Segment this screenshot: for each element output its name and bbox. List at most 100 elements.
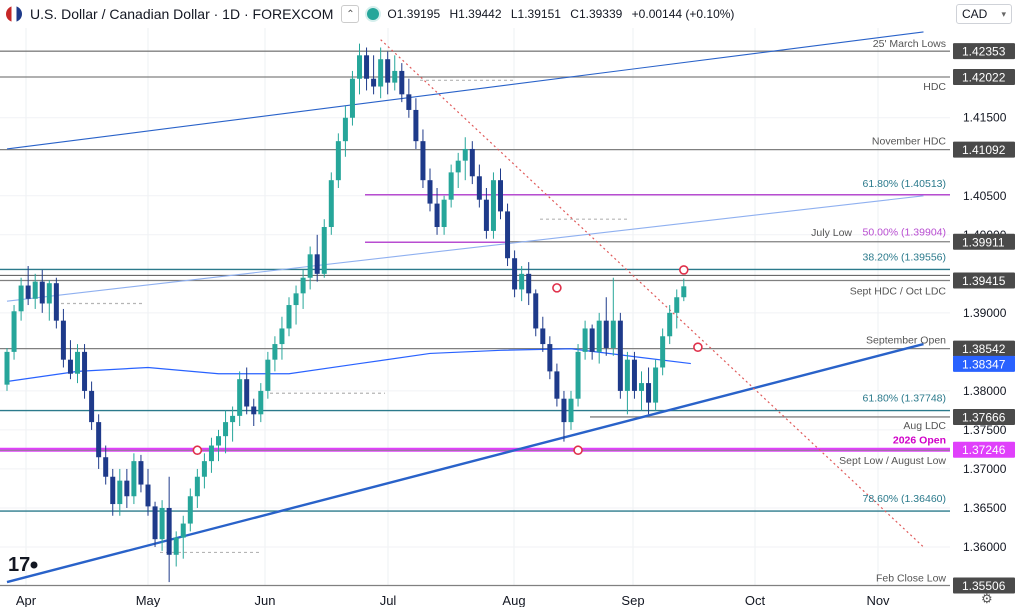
candle xyxy=(427,168,433,212)
level-label: 2026 Open xyxy=(893,435,946,447)
candle xyxy=(455,152,461,188)
candle xyxy=(145,468,151,516)
candle xyxy=(364,47,370,91)
month-label: Jul xyxy=(380,593,397,607)
candle-body xyxy=(378,59,384,87)
price-axis: 1.415001.405001.400001.390001.380001.375… xyxy=(952,28,1017,594)
candle-body xyxy=(498,180,503,212)
candle-body xyxy=(603,320,609,348)
candle xyxy=(610,277,616,356)
candle-body xyxy=(251,406,257,415)
price-tag-label: 1.35506 xyxy=(962,579,1006,593)
trendline-upper-blue-channel xyxy=(6,31,924,150)
candle xyxy=(624,351,630,415)
candle-body xyxy=(681,286,687,298)
candle-body xyxy=(265,359,271,391)
candle xyxy=(138,454,144,493)
level-label: HDC xyxy=(923,81,946,93)
market-status-icon xyxy=(367,8,380,20)
candle-body xyxy=(39,281,45,304)
candle xyxy=(159,500,165,551)
candle-body xyxy=(660,336,666,368)
candle xyxy=(187,488,193,532)
candle-body xyxy=(187,496,193,524)
moving-average xyxy=(6,348,691,383)
candle-body xyxy=(385,59,391,83)
level-label: 61.80% (1.40513) xyxy=(863,178,946,190)
chevron-up-icon[interactable]: ⌃ xyxy=(341,5,360,23)
month-label: Aug xyxy=(502,593,525,607)
candle-body xyxy=(653,367,659,403)
candle xyxy=(237,371,243,427)
candle-body xyxy=(173,537,179,555)
candle xyxy=(617,312,623,399)
currency-label: CAD xyxy=(962,7,988,21)
price-tick-label: 1.39000 xyxy=(963,306,1007,320)
trendline-red-dotted-resistance xyxy=(380,39,924,548)
month-label: May xyxy=(136,593,161,607)
candle xyxy=(194,468,200,508)
candle xyxy=(603,297,609,356)
change-value: +0.00144 (+0.10%) xyxy=(631,7,735,21)
candle xyxy=(420,129,426,188)
candle xyxy=(75,344,80,384)
candle-body xyxy=(624,359,630,391)
settings-gear-icon[interactable]: ⚙ xyxy=(981,591,993,606)
level-label: 78.60% (1.36460) xyxy=(863,493,946,505)
candle xyxy=(596,312,602,364)
candle xyxy=(476,164,482,208)
candle xyxy=(173,531,179,567)
candle xyxy=(660,328,666,376)
price-tag-label: 1.37666 xyxy=(962,410,1006,424)
candle-body xyxy=(4,351,10,385)
candle-body xyxy=(596,320,602,352)
candle xyxy=(378,47,384,99)
candle xyxy=(406,78,412,118)
candle xyxy=(540,316,546,352)
touch-marker xyxy=(678,265,689,275)
candle-body xyxy=(286,305,292,329)
candle-body xyxy=(667,312,673,337)
candle xyxy=(117,468,123,516)
candle-body xyxy=(646,383,652,403)
candle-body xyxy=(314,254,320,274)
candle xyxy=(589,324,595,360)
candle xyxy=(512,250,518,298)
candle-body xyxy=(82,351,88,391)
symbol-title[interactable]: U.S. Dollar / Canadian Dollar · 1D · FOR… xyxy=(30,6,334,22)
candle-body xyxy=(476,176,482,200)
candle-body xyxy=(490,180,496,231)
candle xyxy=(448,164,454,208)
touch-marker xyxy=(192,445,203,456)
candle-body xyxy=(413,109,419,142)
chart-header: U.S. Dollar / Canadian Dollar · 1D · FOR… xyxy=(0,0,950,28)
candle-body xyxy=(589,328,595,352)
candle-body xyxy=(639,383,644,391)
candle-body xyxy=(455,160,461,173)
candle-body xyxy=(582,328,588,352)
ohlc-readout: O1.39195 H1.39442 L1.39151 C1.39339 +0.0… xyxy=(387,7,740,21)
price-tick-label: 1.37000 xyxy=(963,462,1007,476)
candle-body xyxy=(505,211,511,259)
candle xyxy=(265,351,271,399)
price-tick-label: 1.41500 xyxy=(963,111,1007,125)
month-label: Sep xyxy=(621,593,644,607)
currency-select[interactable]: CAD ▾ xyxy=(956,4,1012,24)
candle xyxy=(575,344,581,407)
low-value: L1.39151 xyxy=(510,7,561,21)
candle-body xyxy=(371,78,377,87)
candle xyxy=(18,277,24,321)
candle-body xyxy=(258,390,264,415)
candle-body xyxy=(399,70,405,95)
candle-body xyxy=(201,461,207,477)
level-label: 25' March Lows xyxy=(873,38,946,50)
candle-body xyxy=(610,320,616,348)
candle-body xyxy=(32,281,38,299)
candle-body xyxy=(103,457,109,477)
level-label: July Low xyxy=(811,227,852,239)
candle-body xyxy=(512,258,518,290)
candle-body xyxy=(60,320,66,360)
candle xyxy=(110,468,116,516)
candle-body xyxy=(519,273,525,290)
